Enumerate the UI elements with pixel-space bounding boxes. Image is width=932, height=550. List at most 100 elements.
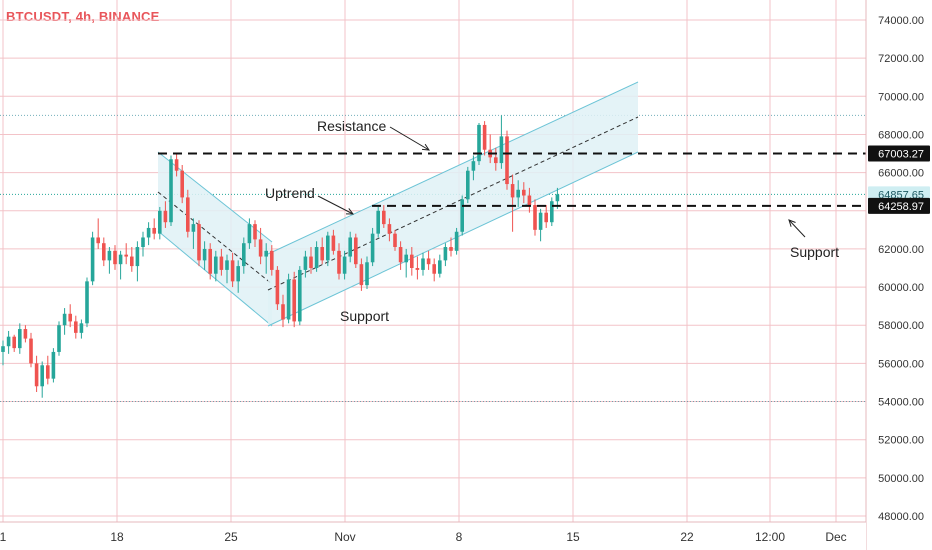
candle-body bbox=[348, 237, 352, 257]
candle bbox=[482, 121, 487, 156]
price-tick-label: 58000.00 bbox=[878, 320, 924, 332]
price-tick-label: 52000.00 bbox=[878, 435, 924, 447]
candle-body bbox=[359, 264, 364, 286]
candle-body bbox=[102, 243, 106, 261]
candle-body bbox=[158, 210, 162, 234]
candle bbox=[443, 243, 448, 267]
candle bbox=[6, 330, 11, 354]
candle-body bbox=[253, 224, 257, 240]
candle-body bbox=[202, 248, 207, 261]
candle-body bbox=[393, 233, 397, 248]
price-tick-label: 54000.00 bbox=[878, 397, 924, 409]
candle-body bbox=[169, 159, 173, 223]
candle bbox=[320, 237, 324, 265]
candle-body bbox=[275, 269, 280, 305]
candle-body bbox=[90, 237, 95, 282]
candle bbox=[432, 258, 436, 282]
candle bbox=[550, 197, 554, 227]
candle bbox=[23, 325, 28, 343]
candle bbox=[96, 218, 100, 249]
price-tick-label: 74000.00 bbox=[878, 15, 924, 27]
candle-body bbox=[219, 256, 224, 270]
candle bbox=[1, 340, 5, 366]
up-channel-bottom bbox=[267, 151, 639, 327]
candle-body bbox=[298, 269, 302, 322]
candle bbox=[466, 166, 470, 204]
annotation-label: Support bbox=[790, 244, 839, 260]
candle-body bbox=[499, 136, 504, 164]
candle bbox=[538, 208, 543, 242]
price-tick-label: 56000.00 bbox=[878, 358, 924, 370]
candle bbox=[46, 355, 50, 385]
candle-body bbox=[51, 351, 56, 379]
candle-body bbox=[482, 124, 487, 150]
candle-body bbox=[354, 237, 358, 265]
candle bbox=[510, 174, 515, 232]
candle bbox=[158, 206, 162, 240]
chart-grid bbox=[0, 0, 866, 522]
candle-body bbox=[270, 250, 274, 270]
candle-body bbox=[152, 227, 156, 234]
candle bbox=[57, 321, 61, 356]
time-tick-label: Dec bbox=[825, 530, 846, 544]
horizontal-levels bbox=[158, 152, 866, 207]
candle-body bbox=[281, 304, 285, 320]
candle bbox=[247, 218, 252, 249]
down-channel-bottom bbox=[157, 230, 273, 327]
up-channel-top bbox=[267, 81, 639, 255]
candle-body bbox=[382, 210, 386, 225]
candle-body bbox=[6, 336, 11, 347]
candle-body bbox=[510, 184, 515, 198]
candle-body bbox=[118, 254, 123, 265]
candle bbox=[454, 227, 459, 255]
candle-body bbox=[292, 279, 296, 322]
candle-body bbox=[214, 256, 218, 274]
candle-body bbox=[242, 243, 246, 267]
candle-body bbox=[12, 336, 16, 349]
candle-body bbox=[555, 194, 560, 202]
candle bbox=[219, 248, 224, 276]
candle bbox=[275, 266, 280, 310]
candle bbox=[365, 256, 369, 289]
candle bbox=[130, 247, 134, 272]
candle bbox=[40, 361, 44, 398]
candle bbox=[387, 218, 392, 242]
candle-body bbox=[376, 210, 380, 234]
candle bbox=[34, 355, 39, 392]
candle-body bbox=[454, 231, 459, 251]
candle-body bbox=[466, 170, 470, 200]
candle-body bbox=[443, 247, 448, 261]
candle bbox=[426, 250, 431, 270]
candle-body bbox=[74, 321, 78, 333]
candle-body bbox=[370, 233, 375, 263]
candle bbox=[191, 218, 196, 249]
time-tick-label: 25 bbox=[224, 530, 238, 544]
candle-body bbox=[180, 170, 184, 198]
candle bbox=[292, 271, 296, 328]
candle bbox=[522, 182, 526, 204]
candle bbox=[113, 245, 117, 270]
candle bbox=[460, 195, 464, 236]
candle-body bbox=[174, 159, 179, 171]
price-tick-label: 50000.00 bbox=[878, 473, 924, 485]
candle-body bbox=[191, 224, 196, 232]
candle bbox=[398, 241, 403, 270]
annotation-arrowhead bbox=[421, 143, 430, 151]
candle bbox=[303, 250, 308, 278]
time-tick-label: Nov bbox=[334, 530, 355, 544]
candle bbox=[354, 233, 358, 268]
candle-body bbox=[410, 254, 414, 268]
candle-body bbox=[141, 237, 145, 248]
annotation-label: Support bbox=[340, 308, 389, 324]
price-axis[interactable]: 74000.00 72000.00 70000.00 68000.00 66000.00… bbox=[865, 0, 932, 550]
time-tick-label: 18 bbox=[110, 530, 124, 544]
candle-body bbox=[57, 325, 61, 352]
time-axis[interactable]: 1 18 25 Nov 8 15 22 12:00 Dec bbox=[0, 521, 866, 550]
time-tick-label: 22 bbox=[680, 530, 694, 544]
candle-body bbox=[79, 323, 84, 333]
candle bbox=[208, 243, 212, 280]
candle-body bbox=[522, 189, 526, 196]
candle-body bbox=[505, 136, 509, 185]
candle bbox=[90, 231, 95, 286]
